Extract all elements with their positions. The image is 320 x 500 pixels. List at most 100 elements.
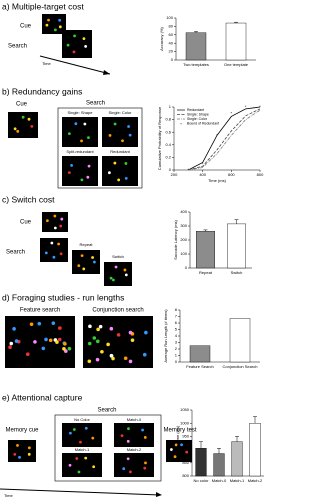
y-tick-label: 7 [175, 314, 178, 319]
legend-label: Single: Shape [187, 112, 209, 116]
stimulus [82, 37, 86, 41]
stimulus [16, 129, 20, 133]
stimulus [84, 44, 88, 48]
panel-title: a) Multiple-target cost [2, 1, 84, 11]
stimulus [87, 359, 92, 364]
stimulus [180, 443, 183, 447]
stimulus [142, 352, 147, 357]
stimulus [169, 448, 173, 451]
stimulus [95, 357, 100, 362]
display [166, 440, 192, 462]
display [72, 250, 100, 274]
bar [225, 22, 247, 61]
stimulus [116, 333, 121, 337]
bar [189, 345, 211, 363]
stimulus [114, 265, 118, 269]
stimulus [45, 23, 49, 27]
stimulus [122, 467, 126, 471]
stimulus [59, 224, 63, 228]
bar [249, 423, 261, 477]
stimulus [18, 455, 21, 459]
stimulus [29, 322, 34, 327]
stimulus [74, 122, 78, 126]
marker: * [231, 110, 233, 115]
display [62, 30, 92, 58]
x-tick-label: Conjunction Search [223, 364, 258, 369]
x-tick-label: Match-2 [248, 478, 263, 483]
bar [185, 32, 207, 61]
label: Split-redundant [66, 149, 94, 154]
stimulus [51, 321, 56, 325]
display [102, 156, 138, 186]
panel-title: c) Switch cost [2, 194, 55, 204]
label: Time [4, 493, 14, 498]
y-tick-label: 5 [175, 327, 178, 332]
stimulus [67, 346, 72, 351]
y-tick-label: 0 [171, 57, 174, 62]
stimulus [130, 338, 135, 342]
bar [231, 441, 243, 477]
stimulus [58, 18, 62, 22]
stimulus [57, 337, 62, 342]
stimulus [77, 264, 81, 268]
bar [195, 448, 207, 477]
stimulus [77, 470, 81, 474]
stimulus [111, 278, 115, 282]
stimulus [88, 324, 92, 329]
stimulus [92, 260, 96, 264]
x-tick-label: Match-1 [230, 478, 245, 483]
label: Memory test [163, 428, 196, 434]
label: Search [6, 250, 25, 256]
stimulus [69, 431, 72, 435]
x-tick-label: 800 [257, 172, 264, 177]
stimulus [123, 356, 128, 361]
y-tick-label: 0 [185, 265, 188, 270]
y-tick-label: 40 [169, 40, 174, 45]
display [62, 117, 98, 147]
stimulus [98, 324, 103, 329]
stimulus [121, 139, 124, 143]
label: Search [97, 408, 116, 414]
legend-label: Single: Color [187, 117, 208, 121]
stimulus [59, 252, 63, 256]
bar [229, 318, 251, 363]
label: Repeat [80, 242, 94, 247]
error-bar [194, 31, 198, 33]
y-tick-label: 400 [180, 209, 187, 214]
y-tick-label: 0.6 [165, 129, 171, 134]
display [83, 316, 153, 368]
y-tick-label: 1 [175, 353, 178, 358]
x-tick-label: Repeat [199, 270, 213, 275]
stimulus [83, 122, 87, 126]
marker: * [202, 161, 204, 166]
y-tick-label: 800 [182, 473, 189, 478]
y-tick-label: 4 [175, 333, 178, 338]
x-tick-label: 200 [171, 172, 178, 177]
error-bar [234, 219, 239, 224]
stimulus [68, 463, 72, 467]
panel-title: d) Foraging studies - run lengths [2, 292, 124, 302]
stimulus [58, 25, 62, 29]
stimulus [41, 346, 46, 351]
y-tick-label: 0.8 [165, 117, 171, 122]
y-tick-label: 20 [169, 49, 174, 54]
frame [57, 107, 143, 189]
stimulus [48, 338, 53, 343]
stimulus [127, 125, 130, 128]
stimulus [91, 256, 94, 259]
stimulus [144, 330, 148, 335]
stimulus [109, 326, 114, 331]
stimulus [109, 353, 114, 358]
y-tick-label: 300 [180, 223, 187, 228]
stimulus [30, 124, 34, 128]
label: Redundant [110, 149, 130, 154]
display [62, 156, 98, 186]
stimulus [109, 276, 113, 280]
display [8, 440, 36, 462]
stimulus [86, 175, 90, 179]
stimulus [143, 436, 147, 439]
stimulus [63, 342, 67, 346]
stimulus [113, 122, 117, 126]
display [62, 423, 102, 447]
stimulus [8, 345, 12, 350]
